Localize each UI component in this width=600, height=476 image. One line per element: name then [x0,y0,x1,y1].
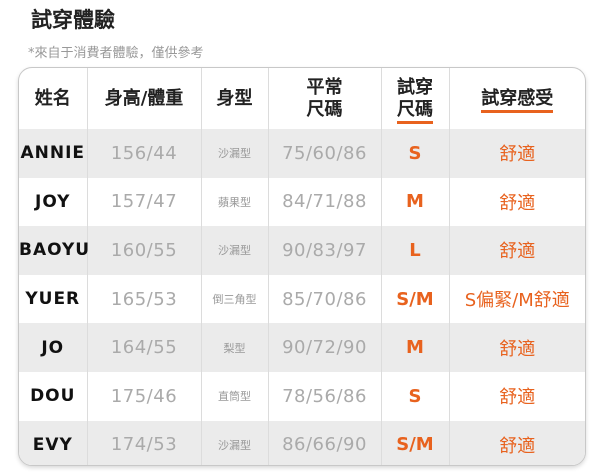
header-body-type: 身型 [200,68,268,129]
usual-size-cell: 86/66/90 [267,420,381,465]
table-row: ANNIE 156/44 沙漏型 75/60/86 S 舒適 [19,129,585,178]
header-name: 姓名 [34,87,71,109]
usual-size-cell: 90/83/97 [267,226,381,275]
name-cell: EVY [32,434,73,455]
usual-size-cell: 84/71/88 [267,177,381,227]
header-feeling: 試穿感受 [448,68,585,129]
trial-size-cell: S/M [380,420,449,465]
header-trial-size-line1: 試穿 [397,76,433,98]
name-cell: JO [41,337,65,358]
body-type-cell: 倒三角型 [200,274,268,324]
header-trial-size: 試穿 尺碼 [380,68,449,129]
table-header-row: 姓名 身高/體重 身型 平常 尺碼 試穿 尺碼 試穿感受 [19,68,585,129]
height-weight-cell: 174/53 [86,420,201,465]
body-type-cell: 沙漏型 [200,420,268,465]
name-cell: YUER [25,289,81,310]
fitting-table: 姓名 身高/體重 身型 平常 尺碼 試穿 尺碼 試穿感受 ANNIE 156/44 沙漏… [19,68,585,465]
header-height-weight: 身高/體重 [86,68,201,129]
height-weight-cell: 157/47 [86,177,201,227]
feeling-cell: 舒適 [448,226,585,275]
feeling-cell: 舒適 [448,129,585,178]
trial-size-cell: L [380,226,449,275]
feeling-cell: 舒適 [448,420,585,465]
table-row: YUER 165/53 倒三角型 85/70/86 S/M S偏緊/M舒適 [19,274,585,324]
body-type-cell: 沙漏型 [200,129,268,178]
name-cell: DOU [30,386,76,407]
table-row: JO 164/55 梨型 90/72/90 M 舒適 [19,323,585,372]
name-cell: BAOYU [19,240,91,261]
usual-size-cell: 85/70/86 [267,274,381,324]
header-usual-size-line2: 尺碼 [306,98,343,120]
name-cell: ANNIE [20,143,86,164]
body-type-cell: 沙漏型 [200,226,268,275]
header-feeling-label: 試穿感受 [481,87,554,113]
trial-size-cell: M [380,323,449,372]
height-weight-cell: 160/55 [86,226,201,275]
trial-size-cell: M [380,177,449,227]
page-title: 試穿體驗 [31,8,115,32]
usual-size-cell: 78/56/86 [267,371,381,421]
table-row: BAOYU 160/55 沙漏型 90/83/97 L 舒適 [19,226,585,275]
header-usual-size-line1: 平常 [306,76,343,98]
table-row: DOU 175/46 直筒型 78/56/86 S 舒適 [19,371,585,421]
height-weight-cell: 175/46 [86,371,201,421]
name-cell: JOY [35,191,71,212]
feeling-cell: 舒適 [448,177,585,227]
table-row: EVY 174/53 沙漏型 86/66/90 S/M 舒適 [19,420,585,465]
table-row: JOY 157/47 蘋果型 84/71/88 M 舒適 [19,177,585,227]
body-type-cell: 蘋果型 [200,177,268,227]
feeling-cell: 舒適 [448,371,585,421]
usual-size-cell: 90/72/90 [267,323,381,372]
header-usual-size: 平常 尺碼 [267,68,381,129]
body-type-cell: 直筒型 [200,371,268,421]
body-type-cell: 梨型 [200,323,268,372]
height-weight-cell: 164/55 [86,323,201,372]
trial-size-cell: S [380,371,449,421]
fitting-table-card: 姓名 身高/體重 身型 平常 尺碼 試穿 尺碼 試穿感受 ANNIE 156/44 沙漏… [18,67,586,466]
trial-size-cell: S/M [380,274,449,324]
feeling-cell: 舒適 [448,323,585,372]
height-weight-cell: 156/44 [86,129,201,178]
usual-size-cell: 75/60/86 [267,129,381,178]
disclaimer-note: *來自于消費者體驗，僅供參考 [28,46,204,61]
feeling-cell: S偏緊/M舒適 [448,274,585,324]
height-weight-cell: 165/53 [86,274,201,324]
trial-size-cell: S [380,129,449,178]
header-trial-size-line2: 尺碼 [397,98,433,124]
